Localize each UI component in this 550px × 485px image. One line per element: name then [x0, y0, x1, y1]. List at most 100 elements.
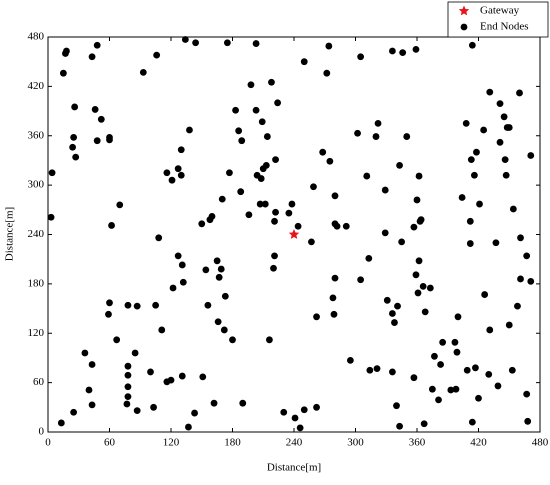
point: [88, 53, 96, 61]
point: [124, 301, 132, 309]
point: [310, 183, 317, 191]
point: [124, 371, 132, 379]
point: [300, 58, 308, 66]
point: [133, 302, 141, 310]
point: [325, 42, 333, 50]
point: [106, 133, 113, 141]
point: [466, 240, 474, 247]
point: [93, 41, 101, 49]
point: [508, 366, 516, 374]
point: [288, 229, 300, 239]
point: [177, 146, 185, 154]
y-tick-label: 300: [28, 179, 45, 191]
point: [150, 403, 157, 411]
point: [108, 222, 115, 229]
point: [59, 69, 67, 77]
point: [252, 106, 260, 114]
x-tick-label: 180: [224, 437, 241, 449]
point: [323, 69, 331, 77]
point: [466, 217, 474, 225]
point: [363, 172, 371, 180]
point: [167, 376, 175, 384]
point: [191, 409, 198, 417]
point: [527, 278, 535, 285]
point: [357, 53, 365, 61]
point: [366, 366, 374, 374]
point: [313, 403, 320, 411]
point: [124, 393, 132, 401]
point: [214, 318, 222, 326]
x-tick-label: 60: [104, 437, 116, 449]
point: [494, 382, 502, 390]
point: [106, 299, 113, 307]
y-tick-label: 120: [28, 327, 45, 339]
point: [285, 209, 293, 217]
point: [256, 200, 264, 208]
point: [272, 208, 279, 216]
point: [245, 211, 253, 219]
point: [475, 394, 482, 402]
point: [226, 169, 233, 177]
point: [48, 169, 56, 177]
y-tick-label: 60: [33, 376, 45, 388]
point: [413, 196, 421, 204]
point: [396, 161, 403, 169]
point: [473, 148, 480, 156]
point: [280, 408, 288, 416]
point: [257, 175, 265, 182]
point: [88, 401, 96, 409]
point: [468, 418, 476, 426]
point: [394, 302, 401, 310]
point: [333, 222, 341, 230]
point: [218, 195, 226, 203]
point: [81, 349, 89, 357]
point: [97, 115, 105, 123]
point: [133, 407, 141, 415]
point: [447, 386, 455, 394]
point: [237, 188, 245, 196]
point: [274, 99, 281, 107]
point: [169, 284, 177, 292]
point: [330, 310, 338, 318]
legend-marker: [458, 5, 470, 16]
point: [523, 252, 531, 260]
point: [523, 390, 531, 398]
point: [213, 257, 221, 265]
point: [514, 302, 521, 310]
point: [262, 161, 270, 169]
point: [391, 319, 398, 326]
point: [505, 124, 513, 131]
point: [105, 310, 112, 318]
x-axis-label: Distance[m]: [267, 462, 321, 474]
point: [399, 49, 407, 57]
point: [223, 39, 231, 47]
x-tick-label: 360: [409, 437, 426, 449]
point: [354, 129, 361, 137]
point: [462, 120, 470, 127]
point: [419, 282, 427, 290]
point: [199, 373, 207, 381]
point: [85, 386, 93, 394]
point: [410, 374, 418, 382]
point: [70, 133, 78, 141]
point: [505, 321, 513, 329]
point: [373, 365, 381, 373]
point: [412, 271, 420, 279]
point: [486, 88, 494, 96]
point: [210, 399, 218, 407]
point: [421, 308, 429, 316]
point: [454, 313, 462, 321]
point: [186, 126, 193, 134]
y-tick-label: 360: [28, 129, 45, 141]
y-tick-label: 480: [28, 31, 45, 43]
point: [178, 372, 186, 380]
point: [220, 326, 228, 334]
point: [124, 383, 132, 391]
point: [485, 370, 493, 378]
point: [131, 349, 139, 357]
point: [261, 200, 269, 208]
point: [152, 301, 160, 309]
point: [500, 113, 508, 121]
point: [313, 313, 320, 321]
